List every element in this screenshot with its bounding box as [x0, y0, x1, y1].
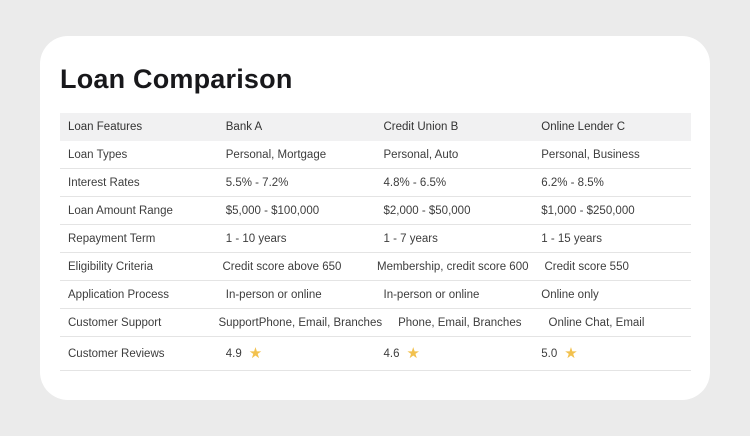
value-cell: $5,000 - $100,000: [225, 204, 320, 217]
value-cell: $1,000 - $250,000: [541, 204, 635, 217]
feature-cell: Loan Amount Range: [68, 204, 173, 217]
header-cell: Online Lender C: [541, 121, 625, 133]
feature-cell: Customer Reviews: [68, 347, 165, 360]
feature-cell: Application Process: [68, 288, 169, 301]
value-cell: 5.5% - 7.2%: [225, 176, 289, 189]
header-cell: Bank A: [225, 121, 263, 133]
table-row: Loan Amount Range $5,000 - $100,000 $2,000…: [60, 197, 691, 225]
value-cell: 1 - 15 years: [541, 232, 602, 245]
rating-value: 5.0: [541, 347, 558, 360]
value-cell: 4.8% - 6.5%: [383, 176, 447, 189]
value-cell: Online only: [541, 288, 599, 301]
feature-cell: Customer Support: [68, 316, 162, 329]
rating-value: 4.6: [383, 347, 400, 360]
value-cell: $2,000 - $50,000: [383, 204, 471, 217]
page-title: Loan Comparison: [60, 64, 293, 94]
value-cell: Credit score above 650: [222, 260, 342, 273]
rating-cell: 4.6 ★: [376, 346, 534, 361]
value-cell: Credit score 550: [544, 260, 629, 273]
value-cell: Phone, Email, Branches: [398, 316, 522, 329]
feature-cell: Interest Rates: [68, 176, 140, 189]
value-cell: Personal, Business: [541, 148, 640, 161]
table-row: Customer Reviews 4.9 ★ 4.6 ★ 5.0 ★: [60, 337, 691, 371]
value-cell: Personal, Mortgage: [225, 148, 327, 161]
table-row: Customer Support SupportPhone, Email, Bra…: [60, 309, 691, 337]
table-row: Eligibility Criteria Credit score above 6…: [60, 253, 691, 281]
comparison-table: Loan Features Bank A Credit Union B Online …: [60, 113, 691, 371]
value-cell: 1 - 7 years: [383, 232, 438, 245]
rating-cell: 5.0 ★: [533, 346, 691, 361]
value-cell: SupportPhone, Email, Branches: [218, 316, 383, 329]
value-cell: Membership, credit score 600: [377, 260, 529, 273]
table-row: Application Process In-person or online In…: [60, 281, 691, 309]
feature-cell: Loan Types: [68, 148, 128, 161]
value-cell: Personal, Auto: [383, 148, 459, 161]
rating-value: 4.9: [225, 347, 242, 360]
value-cell: In-person or online: [383, 288, 480, 301]
feature-cell: Eligibility Criteria: [68, 260, 153, 273]
star-icon: ★: [248, 345, 263, 362]
feature-cell: Repayment Term: [68, 232, 156, 245]
star-icon: ★: [564, 345, 578, 362]
table-row: Interest Rates 5.5% - 7.2% 4.8% - 6.5% 6.2%…: [60, 169, 691, 197]
header-cell: Credit Union B: [383, 121, 459, 133]
value-cell: 6.2% - 8.5%: [541, 176, 604, 189]
table-row: Loan Types Personal, Mortgage Personal, Au…: [60, 141, 691, 169]
loan-comparison-card: Loan Comparison Loan Features Bank A Credi…: [40, 36, 710, 400]
value-cell: In-person or online: [225, 288, 322, 301]
value-cell: Online Chat, Email: [548, 316, 645, 329]
rating-cell: 4.9 ★: [218, 346, 376, 361]
table-row: Repayment Term 1 - 10 years 1 - 7 years 1 -…: [60, 225, 691, 253]
star-icon: ★: [406, 345, 420, 362]
value-cell: 1 - 10 years: [225, 232, 287, 245]
table-header-row: Loan Features Bank A Credit Union B Online …: [60, 113, 691, 141]
header-cell: Loan Features: [68, 121, 143, 133]
